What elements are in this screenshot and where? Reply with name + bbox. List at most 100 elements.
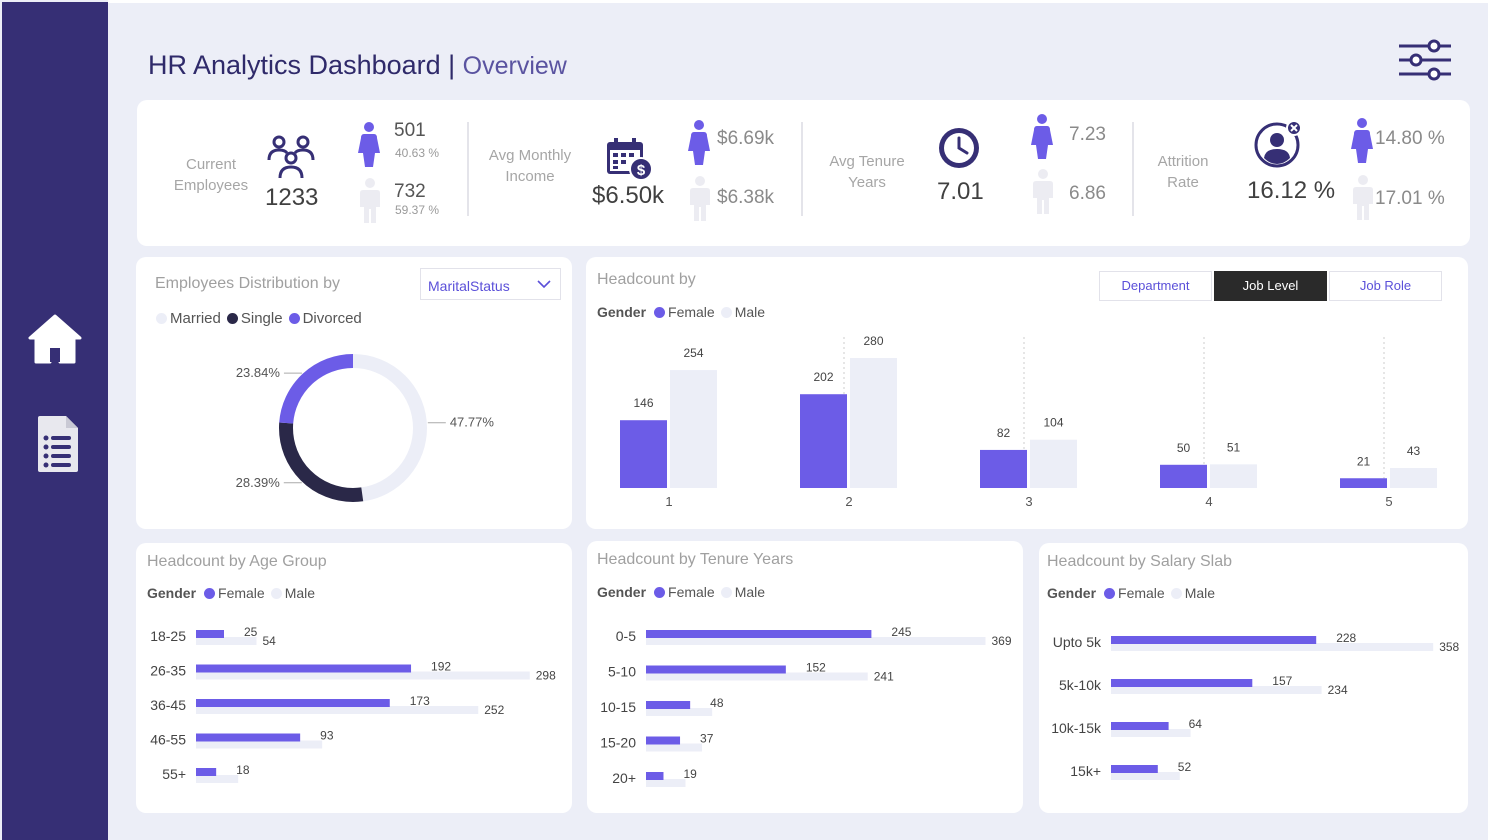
y-tick-label: 55+ [162,766,186,782]
bar-female [196,630,224,638]
bar-female [1111,636,1317,644]
female-icon [358,121,380,174]
female-icon [1031,113,1053,166]
bar-female [1160,464,1207,488]
home-icon[interactable] [28,312,82,366]
marital-status-dropdown[interactable]: MaritalStatus [420,268,561,300]
donut-data-label: 28.39% [236,475,281,490]
kpi-tenure-female: 7.23 [1069,124,1106,145]
bar-female [646,772,664,780]
legend-divorced: Divorced [288,310,362,327]
gender-legend: Gender Female Male [1047,585,1216,601]
distribution-title: Employees Distribution by [155,275,340,292]
tab-job-role[interactable]: Job Role [1329,271,1442,301]
bar-male-label: 369 [991,634,1011,648]
salary-slab-title: Headcount by Salary Slab [1047,553,1232,570]
tab-department[interactable]: Department [1099,271,1212,301]
people-group-icon [267,134,315,185]
job-level-bar-chart: 146 254 1 202 280 2 82 104 3 50 51 4 21 43 5 [620,334,1437,509]
y-tick-label: 20+ [612,770,636,786]
kpi-female-employees: 501 [394,120,426,141]
bar-female-label: 228 [1336,631,1356,645]
legend-male: Male [720,304,765,320]
legend-married: Married [156,310,221,327]
bar-female-label: 18 [236,763,250,777]
x-tick-label: 2 [845,494,852,509]
bar-female-label: 202 [813,370,833,384]
male-icon [1032,168,1054,221]
kpi-tenure-value: 7.01 [937,178,984,205]
bar-female [1111,722,1169,730]
bar-female [800,394,847,488]
y-tick-label: Upto 5k [1053,634,1102,650]
bar-female [196,664,412,673]
donut-data-label: 47.77% [450,415,495,430]
tenure-years-bar-chart: 0-5 245 369 5-10 152 241 10-15 48 15-20 37 20+ 19 [600,625,1012,787]
donut-slice-divorced [279,354,427,502]
bar-male [196,740,323,749]
bar-female [196,699,390,707]
kpi-income-label: Avg Monthly Income [488,147,572,185]
legend-single: Single [226,310,283,327]
bar-male [196,706,479,714]
donut-slice-single [279,354,427,502]
y-tick-label: 0-5 [616,628,636,644]
kpi-female-employees-pct: 40.63 % [395,146,440,160]
x-tick-label: 1 [665,494,672,509]
bar-male [196,671,530,680]
bar-male [1111,643,1434,651]
kpi-income-male: $6.38k [717,187,775,208]
bar-male-label: 298 [536,669,556,683]
y-tick-label: 36-45 [150,697,186,713]
y-tick-label: 5-10 [608,664,636,680]
bar-female-label: 192 [431,660,451,674]
kpi-divider [1132,122,1134,216]
bar-female [1111,679,1253,687]
headcount-by-card: Headcount by Gender Female Male Departme… [586,257,1468,529]
kpi-divider [467,122,469,216]
headcount-by-title: Headcount by [597,271,696,288]
donut-chart: 47.77% 28.39% 23.84% [236,354,495,502]
salary-slab-bar-chart: Upto 5k 228 358 5k-10k 157 234 10k-15k 64 15k+ 52 [1051,631,1460,780]
kpi-income-value: $6.50k [592,182,665,209]
bar-female-label: 146 [633,396,653,410]
bar-female-label: 82 [997,426,1011,440]
tab-job-level[interactable]: Job Level [1214,271,1327,301]
bar-female-label: 64 [1189,717,1203,731]
bar-male-label: 358 [1439,640,1459,654]
filter-sliders-icon[interactable] [1396,38,1454,82]
bar-female-label: 152 [806,661,826,675]
sidebar [2,2,108,840]
clock-icon [937,126,981,175]
bar-male-label: 104 [1043,416,1063,430]
bar-male [1111,686,1322,694]
bar-male [646,743,703,752]
kpi-card: Current Employees 1233 501 40.63 % 732 5… [137,100,1470,246]
bar-male [196,637,257,645]
bar-female-label: 21 [1357,454,1371,468]
kpi-current-employees-label: Current Employees [173,156,249,194]
dropdown-value: MaritalStatus [428,278,510,294]
bar-female [980,449,1027,488]
legend-male: Male [1170,585,1215,601]
bar-female [646,736,681,745]
bar-female-label: 37 [700,732,714,746]
user-remove-icon [1253,120,1305,175]
bar-female [196,768,217,776]
x-tick-label: 3 [1025,494,1032,509]
bar-male [670,370,717,488]
kpi-tenure-male: 6.86 [1069,183,1106,204]
y-tick-label: 18-25 [150,628,186,644]
gender-legend: Gender Female Male [147,585,316,601]
age-group-card: Headcount by Age Group Gender Female Mal… [136,543,572,813]
bar-male-label: 54 [262,634,276,648]
bar-male [1030,439,1077,488]
bar-male-label: 51 [1227,440,1241,454]
bar-male [646,672,868,681]
tenure-years-title: Headcount by Tenure Years [597,551,794,568]
kpi-attrition-male: 17.01 % [1375,188,1445,209]
page-title-main: HR Analytics Dashboard | [148,50,456,80]
document-icon[interactable] [36,414,80,474]
bar-male-label: 43 [1407,444,1421,458]
bar-female-label: 48 [710,696,724,710]
